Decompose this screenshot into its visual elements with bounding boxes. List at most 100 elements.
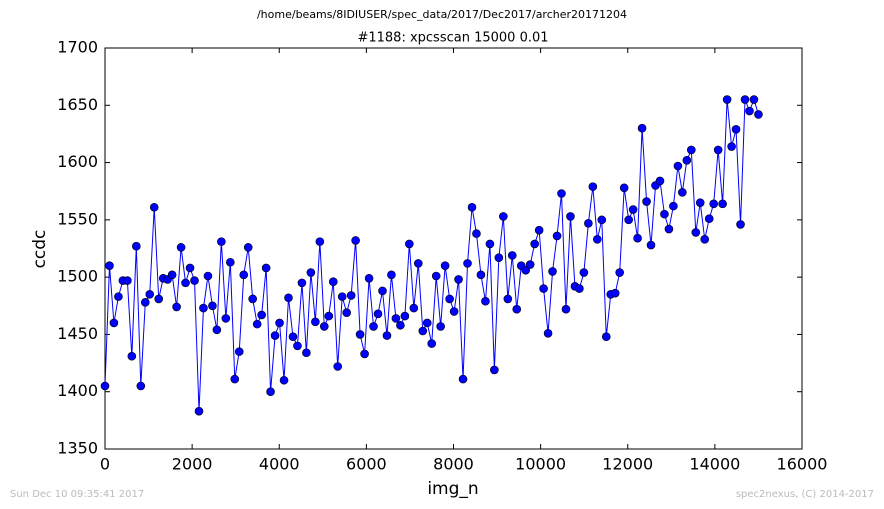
data-point [476, 270, 486, 280]
data-point [270, 331, 280, 340]
data-point [633, 233, 642, 243]
data-point [248, 294, 257, 304]
data-point [100, 381, 110, 391]
y-tick-label: 1400 [57, 381, 98, 400]
data-point [579, 268, 589, 277]
data-point [257, 310, 266, 320]
data-point [422, 318, 432, 328]
y-axis-label: ccdc [30, 230, 50, 269]
data-point [387, 270, 396, 280]
data-point [109, 318, 119, 328]
footer-right: spec2nexus, (C) 2014-2017 [736, 489, 874, 500]
data-point [499, 212, 508, 221]
y-tick-label: 1450 [57, 324, 98, 343]
data-point [199, 303, 208, 313]
x-axis-label: img_n [427, 479, 478, 499]
data-point [378, 286, 387, 296]
data-point [687, 145, 696, 155]
data-point [463, 259, 472, 268]
data-point [610, 288, 620, 298]
data-point [588, 182, 598, 191]
x-tick-label: 2000 [172, 455, 213, 474]
data-point [445, 294, 454, 304]
data-point [382, 331, 392, 340]
plot-frame [104, 47, 803, 450]
data-point [140, 298, 150, 307]
data-point [279, 375, 289, 385]
data-point [467, 202, 477, 212]
data-point [311, 317, 320, 327]
data-point [266, 387, 275, 397]
data-point [208, 301, 217, 311]
data-point [105, 261, 114, 270]
data-point [132, 241, 141, 251]
data-point [615, 268, 624, 277]
x-tick-label: 14000 [689, 455, 740, 474]
data-point [695, 198, 705, 207]
data-point [669, 201, 678, 211]
data-point [543, 328, 553, 338]
data-point [123, 276, 132, 285]
data-point [396, 320, 405, 330]
data-point [284, 293, 293, 303]
data-point [637, 123, 647, 133]
data-point [646, 240, 656, 250]
data-point [566, 212, 575, 221]
data-point [548, 267, 557, 276]
data-point [494, 253, 504, 262]
data-point [154, 294, 164, 304]
data-point [212, 325, 222, 335]
data-point [458, 374, 468, 384]
data-point [503, 294, 513, 304]
data-point [485, 239, 495, 249]
data-point [194, 406, 204, 416]
data-point [217, 237, 226, 246]
data-point [297, 278, 307, 288]
data-point [691, 228, 701, 237]
data-point [405, 239, 414, 249]
data-point [481, 296, 490, 306]
data-point [664, 224, 674, 234]
x-tick-label: 0 [100, 455, 110, 474]
data-point [190, 276, 199, 285]
data-point [346, 291, 356, 300]
data-point [409, 303, 419, 313]
x-tick-label: 4000 [259, 455, 300, 474]
data-point [167, 270, 177, 280]
data-point [114, 292, 123, 301]
data-point [655, 176, 665, 186]
data-point [490, 365, 499, 375]
data-point [601, 332, 611, 342]
data-point [234, 347, 244, 356]
data-point [360, 349, 369, 359]
data-point [727, 142, 736, 151]
data-point [673, 161, 683, 171]
data-point [682, 155, 692, 165]
data-point [722, 95, 732, 104]
data-point [709, 199, 718, 209]
data-point [252, 319, 262, 329]
data-point [507, 251, 517, 260]
suptitle: /home/beams/8IDIUSER/spec_data/2017/Dec2… [257, 8, 627, 21]
data-point [315, 237, 325, 246]
data-point [436, 322, 445, 331]
data-point [275, 318, 284, 328]
data-point [592, 235, 602, 244]
data-point [745, 106, 754, 116]
data-point [530, 239, 539, 249]
data-point [414, 259, 423, 268]
data-point [136, 381, 146, 391]
data-point [700, 235, 710, 244]
data-point [306, 268, 316, 277]
data-point [149, 202, 159, 212]
data-point [597, 215, 607, 225]
data-point [427, 339, 437, 348]
data-point [454, 275, 463, 284]
data-point [221, 314, 231, 323]
data-point [239, 270, 249, 280]
data-point [328, 277, 338, 287]
data-point [172, 302, 181, 312]
footer-left: Sun Dec 10 09:35:41 2017 [10, 489, 144, 500]
